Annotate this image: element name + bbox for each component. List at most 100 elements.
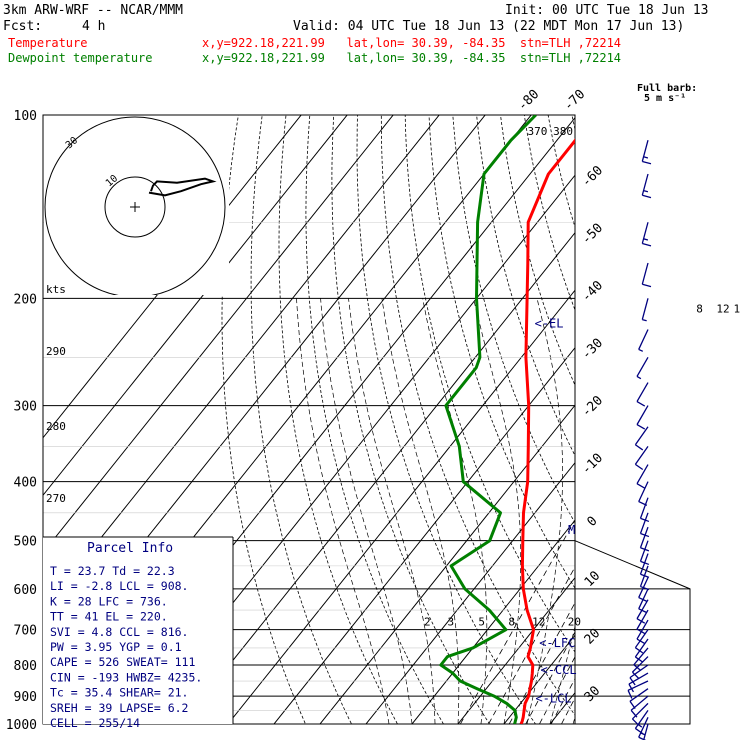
wind-barb-staff xyxy=(636,382,649,402)
pressure-tick-label: 200 xyxy=(14,292,37,307)
wind-barb xyxy=(631,702,649,726)
temperature-location: x,y=922.18,221.99 lat,lon= 30.39, -84.35… xyxy=(202,36,622,50)
pressure-tick-label: 600 xyxy=(14,583,37,598)
hodograph-ring xyxy=(44,116,226,295)
init-time: Init: 00 UTC Tue 18 Jun 13 xyxy=(505,3,709,18)
wind-barb-flag xyxy=(635,463,644,471)
wind-barb xyxy=(634,445,649,471)
dry-adiabat xyxy=(593,101,740,737)
wind-barb-flag xyxy=(628,683,635,693)
parcel-row: CIN = -193 HWBZ= 4235. xyxy=(50,670,202,684)
isotherm xyxy=(227,289,575,724)
wind-barb xyxy=(636,357,649,380)
temperature-tick-label: -50 xyxy=(579,221,606,248)
mixing-ratio-label: 5 xyxy=(478,616,485,629)
dewpoint-location: x,y=922.18,221.99 lat,lon= 30.39, -84.35… xyxy=(202,51,622,65)
wind-barb-flag xyxy=(642,160,652,165)
parcel-panel-background xyxy=(43,537,233,724)
diagram-frame xyxy=(42,114,691,725)
dry-adiabat xyxy=(663,101,740,737)
temperature-tick-label: -20 xyxy=(579,393,606,420)
temperature-tick-label: 10 xyxy=(582,568,604,590)
pressure-tick-label: 700 xyxy=(14,624,37,639)
hodograph-ring xyxy=(104,176,166,238)
wind-barb-flag xyxy=(638,608,648,614)
wind-barb-staff xyxy=(639,540,649,562)
wind-barb xyxy=(638,329,649,352)
isotherm xyxy=(319,404,575,724)
wind-barbs xyxy=(627,140,652,740)
dry-adiabat xyxy=(710,101,740,737)
mixing-ratio-label: 12 xyxy=(532,616,545,629)
moist-adiabat xyxy=(296,298,390,724)
pressure-tick-label: 800 xyxy=(14,659,37,674)
dry-adiabat xyxy=(687,101,740,737)
wind-barb-flag xyxy=(640,547,650,552)
isotherm xyxy=(43,115,348,497)
wind-barb-flag xyxy=(638,596,648,602)
wind-barb-flag xyxy=(635,444,644,451)
wind-barb-staff xyxy=(629,664,649,679)
mixing-ratio-line xyxy=(508,601,575,724)
wind-barb xyxy=(639,497,650,523)
theta-e-label: 280 xyxy=(46,420,66,433)
forecast-label: Fcst: xyxy=(3,19,43,34)
theta-e-label: 290 xyxy=(46,345,66,358)
isotherm xyxy=(586,115,740,737)
temperature-tick-label: 30 xyxy=(582,683,604,705)
dry-adiabat xyxy=(734,101,740,737)
mixing-ratio-label: 2 xyxy=(424,616,431,629)
wind-barb-half-flag xyxy=(643,238,649,241)
dry-adiabat xyxy=(500,115,575,387)
mixing-ratio-label: 3 xyxy=(447,616,454,629)
temperature-tick-label: -10 xyxy=(579,451,606,478)
wind-barb xyxy=(639,553,650,578)
wind-barb-staff xyxy=(636,619,649,640)
wind-barb xyxy=(634,426,649,451)
dry-adiabat xyxy=(452,115,575,524)
parcel-row: SVI = 4.8 CCL = 816. xyxy=(50,625,188,639)
wind-barb xyxy=(631,656,649,679)
wind-barb-flag xyxy=(635,727,644,735)
temperature-tick-label: 0 xyxy=(584,514,600,530)
parcel-row: CELL = 255/14 xyxy=(50,716,140,730)
wind-barb-flag xyxy=(636,424,646,430)
wind-barb-flag xyxy=(640,532,650,538)
wind-barb-half-flag xyxy=(643,189,649,193)
mixing-ratio-label: 8 xyxy=(508,616,515,629)
dry-adiabat xyxy=(356,115,536,724)
wind-barb xyxy=(639,526,650,552)
level-annotation: M xyxy=(568,523,575,537)
parcel-info-panel: Parcel Info T = 23.7 Td = 22.3LI = -2.8 L… xyxy=(43,536,234,730)
wind-barb xyxy=(641,262,652,288)
wind-barb-flag xyxy=(642,283,652,288)
dry-adiabat xyxy=(331,115,490,724)
wind-barb xyxy=(636,609,649,635)
wind-barb xyxy=(634,629,649,654)
wind-barb-flag xyxy=(640,517,650,523)
wind-barb-staff xyxy=(636,599,649,620)
temperature-tick-label: -30 xyxy=(579,336,606,363)
dry-adiabat xyxy=(476,115,575,457)
theta-tick-label: 380 xyxy=(553,125,573,138)
wind-barb-half-flag xyxy=(638,348,644,352)
wind-barb-staff xyxy=(634,445,649,465)
isotherm xyxy=(365,461,575,724)
parcel-row: T = 23.7 Td = 22.3 xyxy=(50,564,175,578)
wind-barb-flag xyxy=(636,618,646,624)
wind-barb-staff xyxy=(639,497,649,519)
wind-barb-flag xyxy=(635,647,644,654)
wind-barb-flag xyxy=(629,677,636,686)
isotherm xyxy=(632,115,740,737)
wind-barb-flag xyxy=(631,671,640,679)
wind-barb xyxy=(629,664,649,686)
wind-barb xyxy=(636,464,649,489)
wind-barb-half-flag xyxy=(643,156,649,159)
isotherm xyxy=(457,576,575,724)
wind-barb-half-flag xyxy=(642,318,647,322)
mixing-ratio-label: 8 xyxy=(696,302,703,315)
wind-barb-flag xyxy=(642,242,652,247)
parcel-row: SREH = 39 LAPSE= 6.2 xyxy=(50,701,188,715)
wind-barb-staff xyxy=(638,588,649,610)
